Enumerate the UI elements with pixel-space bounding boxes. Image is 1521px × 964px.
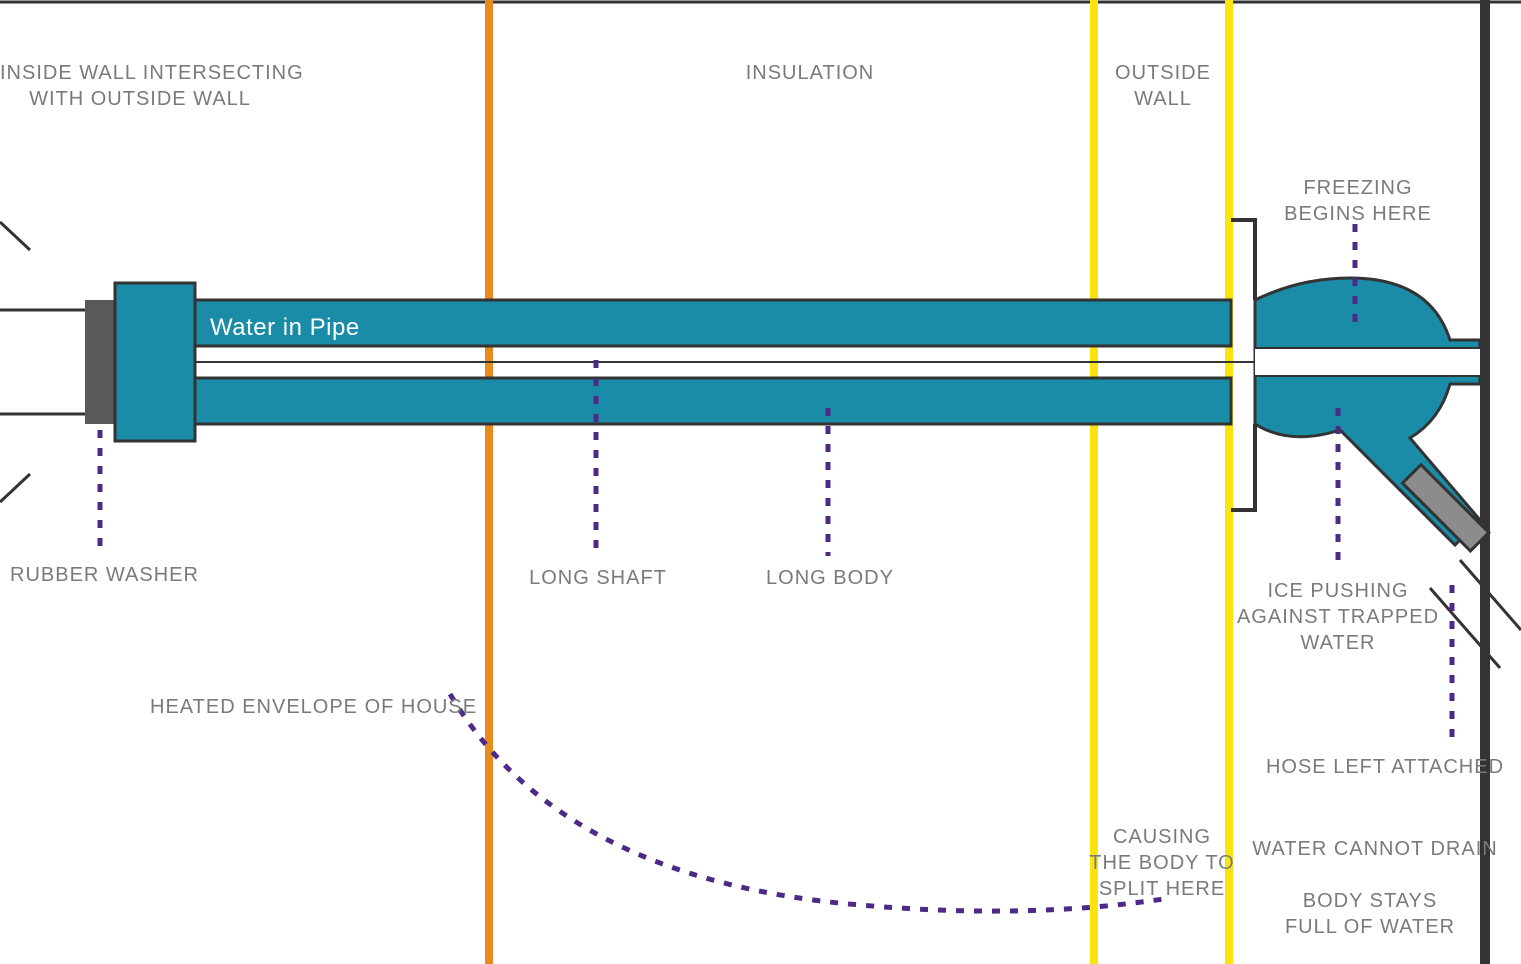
left-supply-pipe bbox=[0, 222, 85, 502]
label-heated-envelope: HEATED ENVELOPE OF HOUSE bbox=[150, 694, 450, 720]
label-insulation: INSULATION bbox=[710, 60, 910, 86]
label-ice-pushing: ICE PUSHING AGAINST TRAPPED WATER bbox=[1218, 578, 1458, 656]
label-body-stays: BODY STAYS FULL OF WATER bbox=[1250, 888, 1490, 940]
label-outside-wall: OUTSIDE WALL bbox=[1098, 60, 1228, 112]
outer-wall-left bbox=[1090, 0, 1098, 964]
label-inside-wall: INSIDE WALL INTERSECTING WITH OUTSIDE WA… bbox=[0, 60, 280, 112]
rubber-washer bbox=[85, 300, 115, 424]
label-long-shaft: LONG SHAFT bbox=[518, 565, 678, 591]
label-water-cannot-drain: WATER CANNOT DRAIN bbox=[1235, 836, 1515, 862]
frame-right bbox=[1480, 0, 1490, 964]
long-body-bottom bbox=[195, 378, 1231, 424]
label-causing-split: CAUSING THE BODY TO SPLIT HERE bbox=[1062, 824, 1262, 902]
mounting-flange bbox=[1231, 220, 1255, 510]
label-hose-left: HOSE LEFT ATTACHED bbox=[1260, 754, 1510, 780]
coupling-block bbox=[115, 283, 195, 441]
inner-wall-line bbox=[485, 0, 493, 964]
pipe-freeze-diagram bbox=[0, 0, 1521, 964]
label-long-body: LONG BODY bbox=[750, 565, 910, 591]
label-freezing: FREEZING BEGINS HERE bbox=[1258, 175, 1458, 227]
outer-wall-right bbox=[1225, 0, 1233, 964]
label-rubber-washer: RUBBER WASHER bbox=[10, 562, 180, 588]
label-water-in-pipe: Water in Pipe bbox=[210, 314, 360, 342]
